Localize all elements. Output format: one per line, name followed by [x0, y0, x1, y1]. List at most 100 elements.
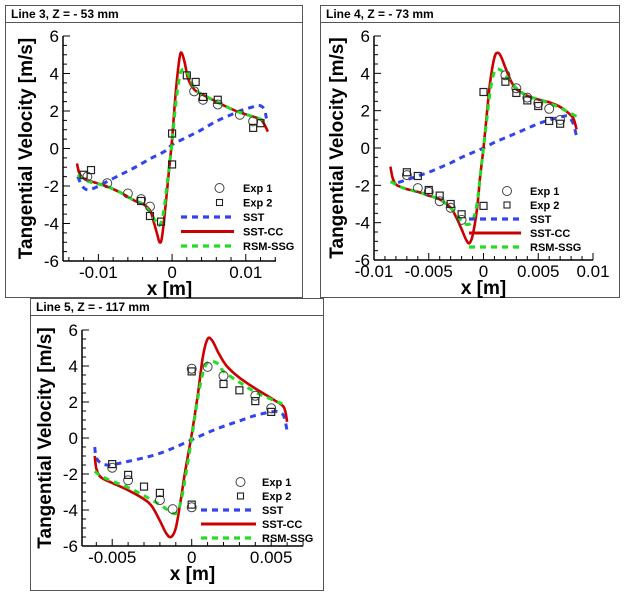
data-point-exp2 [155, 488, 165, 497]
data-point-exp1 [212, 99, 223, 110]
data-point-exp2 [156, 217, 166, 226]
x-tick-label: -0.01 [355, 262, 394, 281]
data-point-exp1 [234, 109, 245, 120]
data-point-exp1 [136, 194, 147, 205]
series-line-sst-cc [93, 336, 289, 539]
y-tick-label: 6 [69, 321, 78, 340]
data-point-exp2 [167, 129, 177, 138]
plot-area [93, 336, 289, 539]
x-tick-label: 0.005 [517, 262, 560, 281]
y-axis-title: Tangential Velocity [m/s] [35, 327, 56, 548]
x-tick-label: 0 [167, 263, 176, 282]
y-axis-title: Tangential Velocity [m/s] [16, 38, 37, 259]
y-tick-label: -6 [63, 537, 78, 556]
legend-label-exp-2: Exp 2 [530, 200, 559, 212]
data-point-exp2 [402, 168, 411, 177]
legend-marker-exp-1 [235, 477, 246, 487]
data-point-exp2 [187, 367, 196, 376]
data-point-exp2 [213, 95, 222, 104]
y-tick-label: 6 [50, 27, 59, 46]
data-point-exp1 [412, 183, 423, 194]
data-point-exp2 [413, 171, 422, 181]
data-point-exp1 [511, 83, 522, 94]
data-point-exp1 [445, 202, 456, 213]
data-point-exp2 [145, 211, 155, 221]
data-point-exp2 [501, 77, 510, 86]
data-point-exp1 [167, 504, 178, 515]
chart-title: Line 3, Z = - 53 mm [6, 6, 302, 23]
y-tick-label: -4 [355, 214, 370, 233]
legend-label-exp-1: Exp 1 [530, 186, 559, 198]
y-tick-label: 0 [69, 429, 78, 448]
data-point-exp2 [187, 500, 196, 509]
y-tick-label: 4 [50, 65, 59, 84]
data-point-exp1 [189, 86, 200, 97]
y-tick-label: -2 [63, 465, 78, 484]
data-point-exp1 [434, 196, 445, 207]
data-point-exp1 [423, 186, 434, 197]
data-point-exp2 [479, 201, 488, 210]
data-point-exp2 [219, 379, 228, 389]
data-point-exp2 [167, 160, 177, 169]
x-tick-label: 0.005 [250, 548, 293, 567]
legend-label-exp-2: Exp 2 [243, 198, 272, 210]
y-tick-label: -4 [63, 501, 78, 520]
y-tick-label: -4 [44, 215, 59, 234]
y-axis-title: Tangential Velocity [m/s] [327, 37, 348, 258]
data-point-exp1 [533, 98, 544, 109]
data-point-exp2 [267, 407, 276, 417]
y-tick-label: -2 [355, 176, 370, 195]
legend-label-exp-1: Exp 1 [243, 183, 272, 195]
legend-marker-exp-2 [215, 198, 224, 207]
data-point-exp1 [500, 70, 511, 81]
x-tick-label: -0.01 [79, 263, 118, 282]
y-tick-label: 0 [50, 140, 59, 159]
legend-marker-exp-2 [503, 201, 511, 209]
legend-label-rsm-ssg: RSM-SSG [243, 241, 294, 253]
chart-panel-line5: Line 5, Z = - 117 mm -6 -4 -2 0 2 4 6 -0.005 0 0.… [30, 298, 324, 591]
chart-title: Line 5, Z = - 117 mm [31, 299, 323, 316]
series-line-rsm-ssg [389, 67, 578, 227]
data-point-exp1 [102, 178, 113, 189]
data-point-exp2 [251, 396, 260, 406]
data-point-exp1 [122, 188, 133, 199]
data-point-exp1 [202, 361, 213, 372]
data-point-exp2 [198, 92, 208, 102]
data-point-exp2 [457, 210, 466, 219]
data-point-exp2 [124, 470, 133, 479]
data-point-exp1 [107, 462, 118, 473]
data-point-exp1 [186, 502, 197, 513]
chart-panel-line4: Line 4, Z = - 73 mm -6 -4 -2 0 2 4 6 -0.01 -0.00… [320, 5, 620, 299]
x-axis-title: x [m] [147, 279, 192, 300]
data-point-exp1 [555, 115, 566, 125]
data-point-exp1 [266, 403, 277, 414]
data-point-exp2 [545, 116, 554, 126]
data-point-exp1 [154, 495, 165, 506]
data-point-exp2 [512, 88, 521, 98]
data-point-exp2 [139, 482, 149, 491]
legend-label-rsm-ssg: RSM-SSG [530, 242, 581, 254]
data-point-exp2 [424, 185, 433, 195]
y-tick-label: 0 [361, 139, 370, 158]
data-point-exp2 [137, 196, 146, 206]
data-point-exp2 [534, 101, 543, 111]
legend-label-sst-cc: SST-CC [243, 227, 283, 239]
data-point-exp2 [446, 199, 455, 209]
data-point-exp1 [198, 94, 209, 105]
x-tick-label: 0 [479, 262, 488, 281]
data-point-exp1 [522, 92, 533, 103]
y-tick-label: -6 [355, 251, 370, 270]
chart-svg-line3: -6 -4 -2 0 2 4 6 -0.01 0 0.01 x [m] Tangential Velo… [16, 27, 294, 300]
y-tick-label: -6 [44, 252, 59, 271]
legend-label-sst: SST [530, 214, 552, 226]
series-line-rsm-ssg [76, 67, 269, 228]
plot-area [75, 51, 270, 244]
legend-label-rsm-ssg: RSM-SSG [262, 533, 313, 545]
data-point-exp2 [191, 77, 200, 87]
x-tick-label: -0.005 [405, 262, 453, 281]
x-tick-label: 0.01 [229, 263, 262, 282]
legend-marker-exp-2 [236, 492, 245, 500]
legend-label-sst-cc: SST-CC [530, 228, 570, 240]
x-tick-label: -0.005 [88, 548, 136, 567]
data-point-exp2 [86, 165, 96, 175]
